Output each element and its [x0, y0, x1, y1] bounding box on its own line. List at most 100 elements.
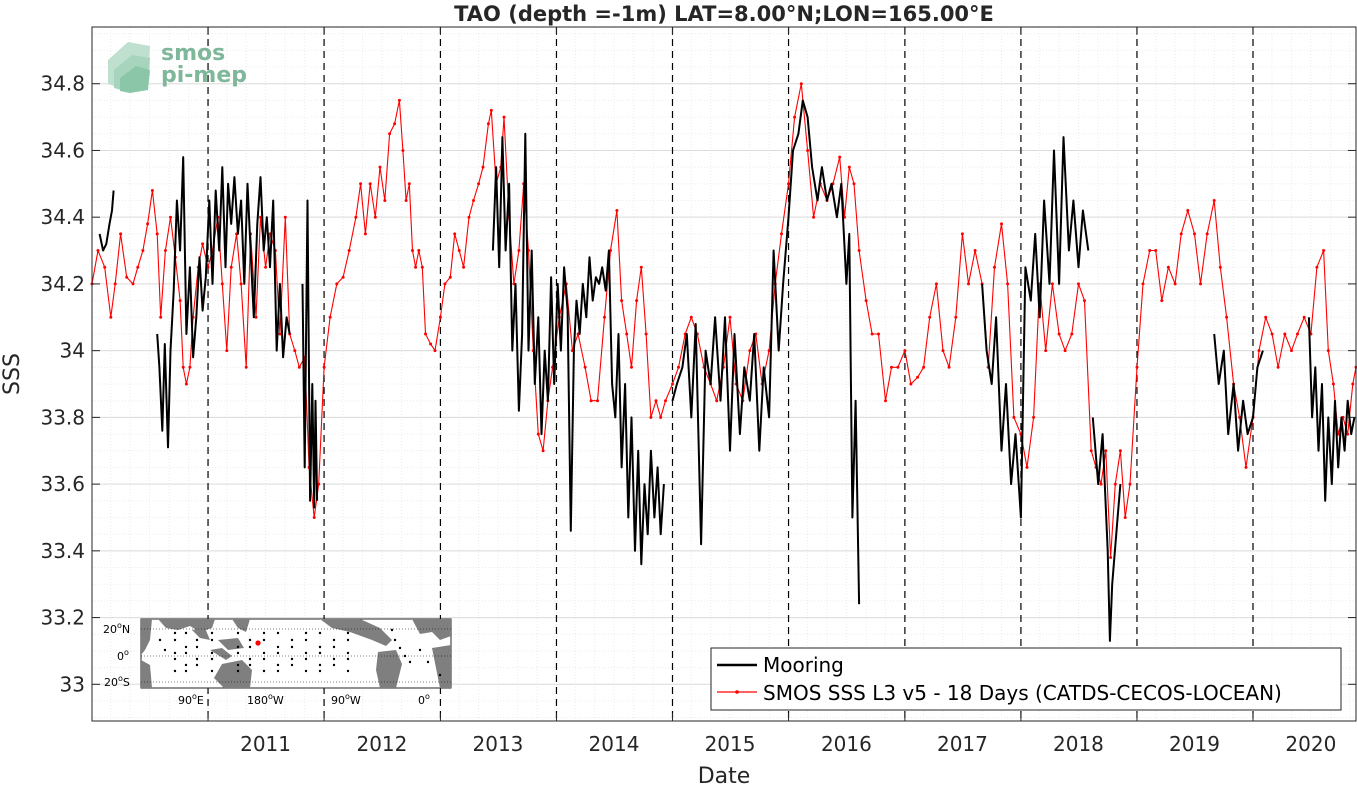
smos-point — [890, 366, 893, 369]
map-station — [263, 670, 265, 672]
smos-point — [97, 249, 100, 252]
smos-point — [853, 182, 856, 185]
smos-point — [655, 399, 658, 402]
x-tick-label: 2015 — [705, 732, 756, 756]
x-tick-label: 2016 — [821, 732, 872, 756]
map-station — [263, 632, 265, 634]
smos-point — [293, 349, 296, 352]
map-station — [305, 639, 307, 641]
smos-point — [477, 182, 480, 185]
smos-point — [1303, 316, 1306, 319]
smos-point — [132, 282, 135, 285]
map-station — [249, 646, 251, 648]
smos-point — [119, 232, 122, 235]
smos-point — [884, 399, 887, 402]
map-station — [291, 639, 293, 641]
smos-point — [1186, 209, 1189, 212]
legend-label-smos: SMOS SSS L3 v5 - 18 Days (CATDS-CECOS-LO… — [763, 681, 1282, 705]
smos-point — [858, 249, 861, 252]
y-tick-label: 34 — [60, 339, 85, 363]
smos-point — [1199, 282, 1202, 285]
smos-point — [421, 266, 424, 269]
inset-lat-label-20N: 20oN — [103, 621, 130, 636]
smos-point — [1219, 266, 1222, 269]
smos-point — [109, 316, 112, 319]
map-station — [185, 632, 187, 634]
smos-point — [671, 383, 674, 386]
smos-point — [458, 249, 461, 252]
x-tick-label: 2012 — [356, 732, 407, 756]
smos-point — [1322, 249, 1325, 252]
smos-point — [1180, 232, 1183, 235]
smos-point — [596, 399, 599, 402]
map-station — [196, 646, 198, 648]
smos-point — [405, 199, 408, 202]
y-tick-label: 34.4 — [40, 205, 85, 229]
smos-point — [664, 399, 667, 402]
map-station — [305, 632, 307, 634]
smos-point — [449, 276, 452, 279]
map-station — [319, 664, 321, 666]
smos-point — [793, 116, 796, 119]
y-axis-label: SSS — [0, 353, 25, 395]
map-station — [305, 652, 307, 654]
logo-text-pi-mep: pi-mep — [161, 63, 247, 88]
smos-point — [1174, 282, 1177, 285]
smos-point — [417, 249, 420, 252]
smos-point — [1114, 483, 1117, 486]
map-station — [277, 670, 279, 672]
legend: Mooring SMOS SSS L3 v5 - 18 Days (CATDS-… — [711, 648, 1341, 710]
smos-point — [974, 249, 977, 252]
x-axis-label: Date — [698, 764, 751, 786]
map-station — [185, 664, 187, 666]
smos-point — [1351, 383, 1354, 386]
smos-point — [439, 316, 442, 319]
map-station — [277, 652, 279, 654]
smos-point — [443, 282, 446, 285]
smos-point — [787, 182, 790, 185]
inset-map-frame — [141, 619, 451, 688]
inset-lon-label-180W: 180oW — [247, 692, 284, 707]
smos-point — [1000, 222, 1003, 225]
map-station — [164, 649, 166, 651]
smos-point — [909, 383, 912, 386]
map-station — [174, 639, 176, 641]
smos-point — [472, 199, 475, 202]
smos-point — [1044, 349, 1047, 352]
map-station — [319, 632, 321, 634]
smos-point — [1277, 366, 1280, 369]
map-station — [249, 664, 251, 666]
smos-point — [188, 366, 191, 369]
smos-point — [151, 189, 154, 192]
smos-point — [865, 299, 868, 302]
smos-point — [542, 449, 545, 452]
smos-point — [169, 216, 172, 219]
smos-point — [806, 149, 809, 152]
smos-point — [1206, 232, 1209, 235]
smos-point — [1213, 199, 1216, 202]
smos-point — [1148, 249, 1151, 252]
smos-point — [408, 182, 411, 185]
map-station — [419, 649, 421, 651]
smos-point — [264, 266, 267, 269]
map-station — [277, 646, 279, 648]
map-station — [319, 670, 321, 672]
smos-point — [388, 132, 391, 135]
y-tick-label: 33.2 — [40, 606, 85, 630]
smos-point — [729, 316, 732, 319]
smos-point — [1083, 299, 1086, 302]
map-station — [409, 661, 411, 663]
smos-point — [1327, 349, 1330, 352]
smos-point — [1104, 449, 1107, 452]
smos-point — [903, 349, 906, 352]
map-station — [211, 652, 213, 654]
smos-point — [690, 316, 693, 319]
smos-point — [136, 266, 139, 269]
smos-point — [848, 166, 851, 169]
smos-point — [490, 109, 493, 112]
smos-point — [1264, 316, 1267, 319]
smos-point — [800, 82, 803, 85]
x-tick-label: 2014 — [589, 732, 640, 756]
smos-point — [468, 216, 471, 219]
